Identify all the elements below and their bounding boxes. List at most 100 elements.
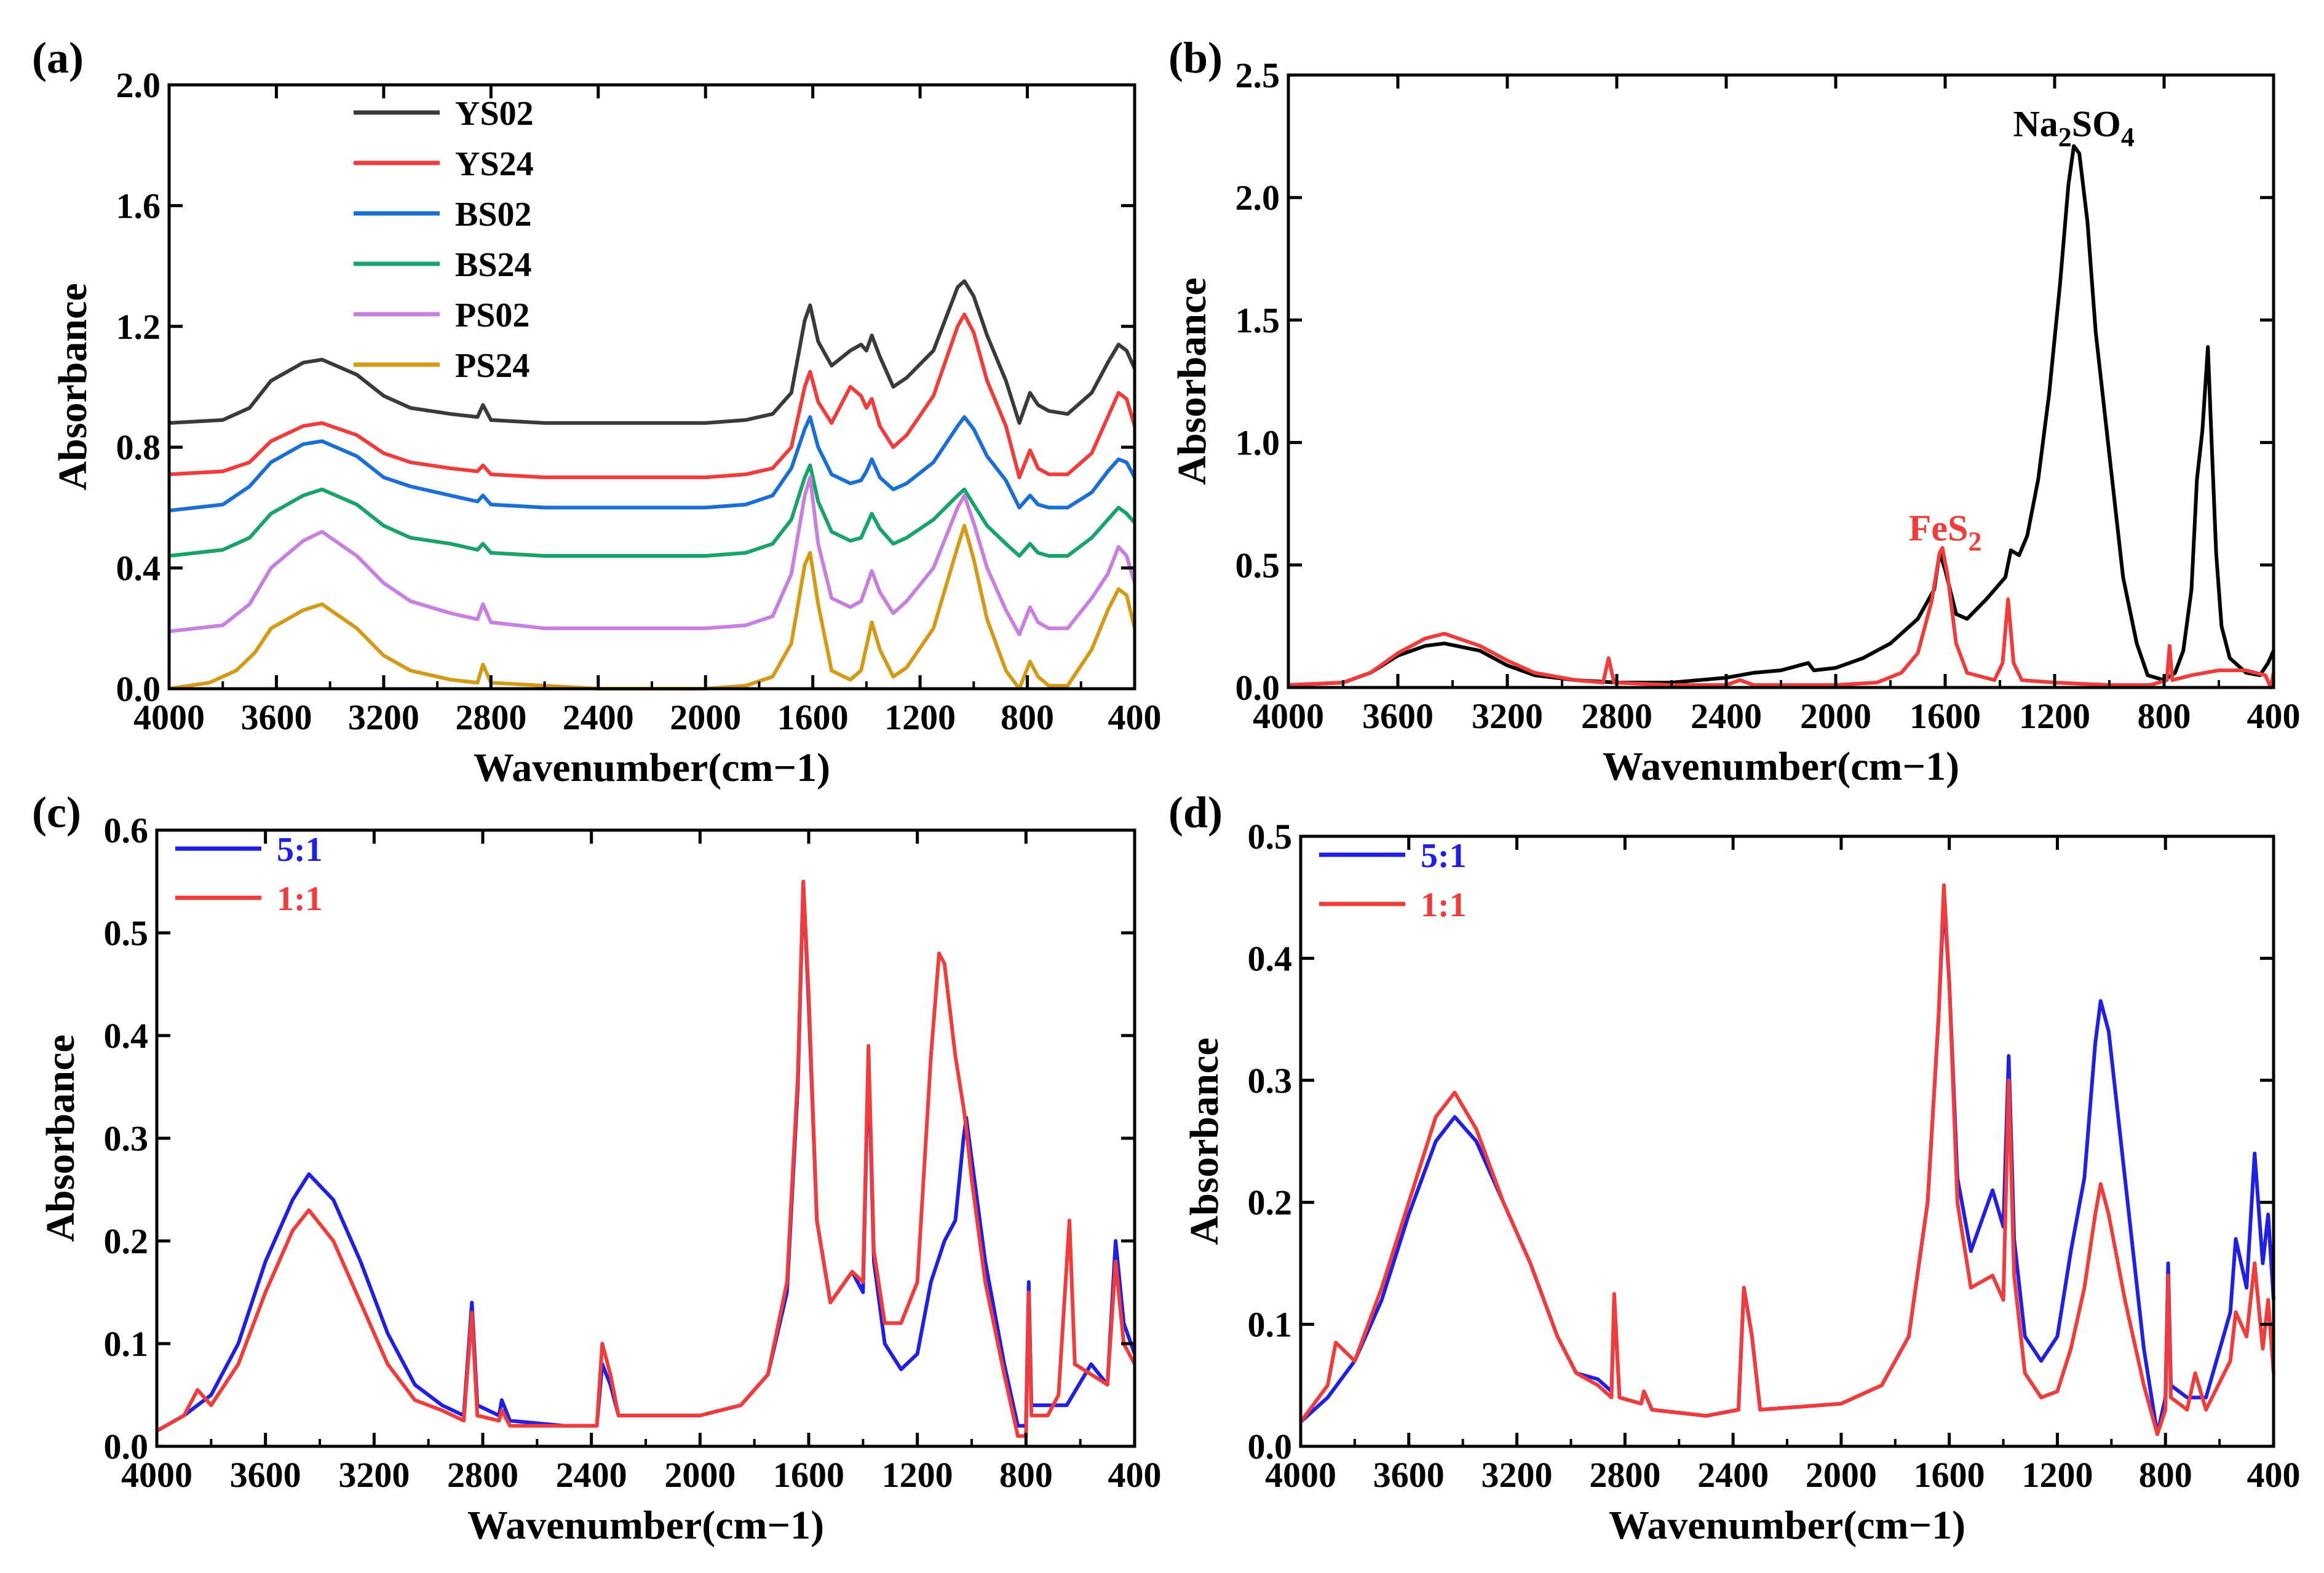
- series-line-d-1: [1299, 883, 2275, 1436]
- panel-d: 4000 3600 3200 2800 2400 2000 1600 1200 800 400 0.…: [1168, 788, 2301, 1548]
- y-tick-label: 0.5: [104, 913, 149, 953]
- y-tick-label: 1.5: [1235, 300, 1280, 340]
- annotation-label: Na2SO4: [2013, 104, 2134, 153]
- x-tick-label: 1600: [1914, 1455, 1985, 1495]
- x-axis-label: Wavenumber(cm−1): [467, 1503, 824, 1548]
- legend-label: BS02: [455, 196, 532, 234]
- legend-label: 5:1: [1421, 837, 1467, 875]
- series-line-a-2: [169, 415, 1136, 513]
- legend-label: 5:1: [277, 831, 323, 869]
- y-tick-label: 2.0: [1235, 178, 1280, 218]
- annotation-text: Na: [2013, 104, 2058, 145]
- x-tick-label: 2000: [664, 1455, 736, 1495]
- x-tick-label: 1600: [773, 1455, 844, 1495]
- legend-label: YS02: [455, 95, 534, 133]
- panel-label: (c): [32, 788, 81, 837]
- x-tick-label: 3600: [230, 1455, 301, 1495]
- legend-label: PS02: [455, 296, 529, 335]
- y-tick-label: 0.0: [116, 669, 161, 709]
- y-tick-label: 0.3: [104, 1119, 149, 1159]
- legend-label: BS24: [455, 246, 532, 284]
- y-tick-label: 0.5: [1235, 545, 1280, 585]
- series-line-c-1: [156, 879, 1136, 1438]
- y-tick-label: 1.6: [116, 186, 161, 226]
- series-line-a-0: [169, 279, 1136, 425]
- annotation-subscript: 2: [2058, 122, 2072, 153]
- x-tick-label: 1200: [884, 697, 956, 737]
- x-tick-label: 2800: [1581, 696, 1652, 736]
- x-axis-label: Wavenumber(cm−1): [474, 745, 830, 790]
- x-tick-label: 3200: [1481, 1455, 1553, 1495]
- annotation-label: FeS2: [1909, 508, 1982, 557]
- x-tick-label: 3600: [240, 697, 312, 737]
- x-tick-label: 2000: [670, 697, 741, 737]
- y-tick-label: 0.3: [1248, 1061, 1293, 1101]
- x-tick-label: 800: [2139, 1455, 2192, 1495]
- y-tick-label: 0.5: [1248, 817, 1293, 857]
- annotation-subscript: 2: [1968, 526, 1981, 557]
- x-tick-label: 3200: [338, 1455, 410, 1495]
- y-tick-label: 0.0: [1248, 1427, 1293, 1467]
- y-tick-label: 2.0: [116, 65, 161, 105]
- series-line-a-1: [169, 312, 1136, 480]
- x-tick-label: 2800: [455, 697, 526, 737]
- y-axis-label: Absorbance: [38, 1034, 83, 1242]
- y-tick-label: 2.5: [1235, 55, 1280, 95]
- x-tick-label: 2400: [1691, 696, 1762, 736]
- y-tick-label: 0.0: [1235, 668, 1280, 708]
- x-tick-label: 4000: [1265, 1455, 1336, 1495]
- x-tick-label: 800: [1001, 697, 1054, 737]
- x-tick-label: 400: [2247, 696, 2301, 736]
- y-tick-label: 1.2: [116, 307, 161, 347]
- x-tick-label: 400: [1108, 697, 1162, 737]
- y-tick-label: 0.6: [104, 810, 149, 850]
- x-tick-label: 2000: [1806, 1455, 1877, 1495]
- x-tick-label: 3600: [1362, 696, 1434, 736]
- plot-frame: [1299, 834, 2275, 1448]
- annotation-text: FeS: [1909, 508, 1969, 549]
- x-tick-label: 2800: [447, 1455, 518, 1495]
- panel-c: 4000 3600 3200 2800 2400 2000 1600 1200 800 400 0.…: [32, 788, 1162, 1548]
- y-tick-label: 0.8: [116, 427, 161, 467]
- y-tick-label: 0.1: [104, 1324, 149, 1364]
- panel-a: 4000 3600 3200 2800 2400 2000 1600 1200 800 400 0.…: [32, 33, 1162, 790]
- x-tick-label: 4000: [133, 697, 205, 737]
- series-line-a-4: [169, 475, 1136, 636]
- series-line-d-0: [1299, 895, 2275, 1436]
- y-tick-label: 0.4: [116, 549, 161, 588]
- x-tick-label: 4000: [121, 1455, 192, 1495]
- annotation-text: SO: [2072, 104, 2121, 145]
- x-axis-label: Wavenumber(cm−1): [1609, 1503, 1965, 1548]
- series-line-c-0: [156, 879, 1136, 1433]
- y-tick-label: 0.2: [1248, 1183, 1293, 1222]
- panel-label: (a): [32, 33, 84, 82]
- y-tick-label: 1.0: [1235, 423, 1280, 463]
- legend-label: YS24: [455, 145, 534, 183]
- panel-label: (b): [1168, 33, 1223, 82]
- legend-label: 1:1: [277, 880, 323, 918]
- x-tick-label: 800: [999, 1455, 1053, 1495]
- x-tick-label: 3200: [1472, 696, 1543, 736]
- y-tick-label: 0.4: [104, 1016, 149, 1056]
- x-tick-label: 1600: [777, 697, 849, 737]
- panel-b: 4000 3600 3200 2800 2400 2000 1600 1200 800 400 0.…: [1168, 33, 2301, 789]
- series-line-a-5: [169, 523, 1136, 691]
- x-tick-label: 1200: [2019, 696, 2090, 736]
- y-tick-label: 0.2: [104, 1221, 149, 1261]
- x-tick-label: 4000: [1253, 696, 1324, 736]
- x-tick-label: 3200: [348, 697, 419, 737]
- x-tick-label: 400: [2247, 1455, 2301, 1495]
- x-tick-label: 3600: [1373, 1455, 1445, 1495]
- y-tick-label: 0.4: [1248, 938, 1293, 978]
- x-tick-label: 1200: [2021, 1455, 2093, 1495]
- x-tick-label: 1600: [1910, 696, 1981, 736]
- series-line-b-0: [1288, 144, 2275, 687]
- series-line-a-3: [169, 463, 1136, 558]
- x-tick-label: 400: [1108, 1455, 1162, 1495]
- panel-label: (d): [1168, 788, 1223, 837]
- x-tick-label: 1200: [882, 1455, 953, 1495]
- y-tick-label: 0.1: [1248, 1305, 1293, 1345]
- x-tick-label: 2400: [556, 1455, 627, 1495]
- series-line-b-1: [1288, 545, 2275, 689]
